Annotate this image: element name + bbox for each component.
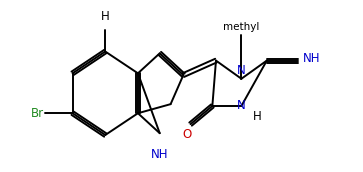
Text: N: N bbox=[237, 99, 246, 112]
Text: methyl: methyl bbox=[223, 22, 260, 31]
Text: NH: NH bbox=[151, 148, 168, 162]
Text: Br: Br bbox=[30, 107, 44, 120]
Text: H: H bbox=[253, 110, 262, 123]
Text: O: O bbox=[182, 128, 192, 141]
Text: N: N bbox=[237, 64, 246, 77]
Text: NH: NH bbox=[303, 52, 321, 65]
Text: H: H bbox=[101, 10, 110, 23]
